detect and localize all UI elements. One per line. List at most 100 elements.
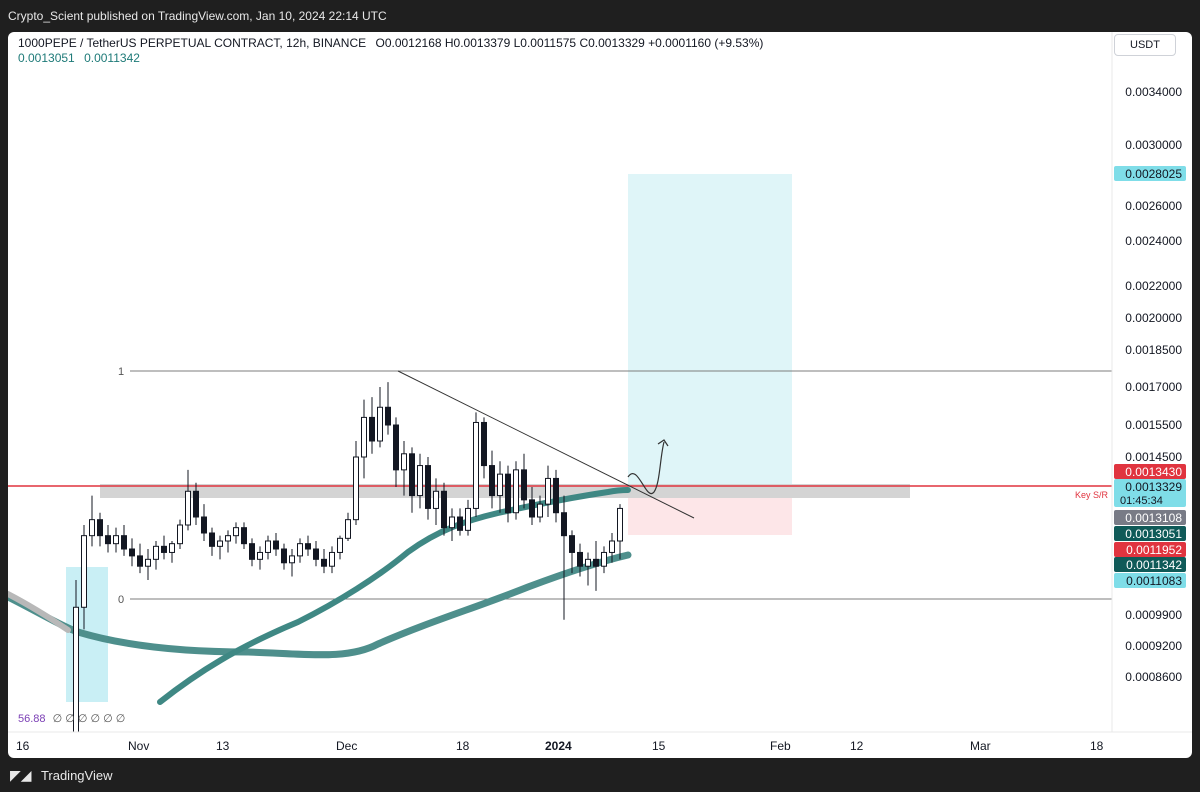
descending-trendline[interactable] bbox=[397, 370, 695, 519]
moving-average-gray-tail[interactable] bbox=[8, 591, 71, 633]
candle-body[interactable] bbox=[233, 527, 239, 537]
candle-body[interactable] bbox=[281, 548, 287, 564]
candle-body[interactable] bbox=[481, 421, 487, 467]
candle-body[interactable] bbox=[457, 516, 463, 531]
candle-body[interactable] bbox=[529, 499, 535, 518]
candle-body[interactable] bbox=[329, 551, 335, 567]
candle-body[interactable] bbox=[489, 465, 495, 497]
price-scale[interactable]: 0.0034000 0.0030000 0.0026000 0.0024000 0.00… bbox=[1125, 85, 1182, 684]
candle-body[interactable] bbox=[609, 540, 615, 553]
candle-body[interactable] bbox=[313, 548, 319, 560]
candle-body[interactable] bbox=[177, 524, 183, 545]
candle-body[interactable] bbox=[249, 543, 255, 560]
moving-average-legend[interactable]: 0.0013051 0.0011342 bbox=[18, 51, 146, 65]
candle-body[interactable] bbox=[361, 416, 367, 458]
price-label-box bbox=[1114, 542, 1186, 557]
price-tick-label: 0.0009200 bbox=[1125, 639, 1182, 653]
candle-body[interactable] bbox=[593, 558, 599, 567]
projection-arrow[interactable] bbox=[627, 441, 665, 495]
candle-body[interactable] bbox=[537, 503, 543, 518]
candle-body[interactable] bbox=[513, 469, 519, 514]
candle-body[interactable] bbox=[337, 537, 343, 553]
candle-body[interactable] bbox=[601, 551, 607, 567]
candle-body[interactable] bbox=[553, 477, 559, 514]
price-chart[interactable]: 1 0 Key S/R 0.00340000.00300000.00260000… bbox=[8, 32, 1192, 758]
price-tick-label: 0.0034000 bbox=[1125, 85, 1182, 99]
candle-body[interactable] bbox=[257, 551, 263, 560]
candle-body[interactable] bbox=[193, 490, 199, 518]
candle-body[interactable] bbox=[401, 453, 407, 471]
candle-body[interactable] bbox=[417, 465, 423, 497]
candles-group[interactable] bbox=[73, 382, 623, 733]
candle-body[interactable] bbox=[497, 473, 503, 497]
candle-body[interactable] bbox=[561, 512, 567, 537]
chart-legend-title[interactable]: 1000PEPE / TetherUS PERPETUAL CONTRACT, … bbox=[18, 36, 763, 50]
candle-body[interactable] bbox=[305, 543, 311, 550]
candle-body[interactable] bbox=[289, 555, 295, 564]
candle-body[interactable] bbox=[449, 516, 455, 529]
candle-body[interactable] bbox=[153, 545, 159, 560]
candle-body[interactable] bbox=[185, 490, 191, 526]
price-tick-label: 0.0017000 bbox=[1125, 380, 1182, 394]
candle-body[interactable] bbox=[225, 535, 231, 542]
candle-body[interactable] bbox=[521, 469, 527, 501]
price-tick-label: 0.0030000 bbox=[1125, 138, 1182, 152]
footer-brand: TradingView bbox=[40, 768, 113, 783]
candle-body[interactable] bbox=[377, 406, 383, 442]
candle-body[interactable] bbox=[393, 424, 399, 471]
candle-body[interactable] bbox=[409, 453, 415, 497]
candle-body[interactable] bbox=[345, 519, 351, 539]
candle-body[interactable] bbox=[617, 507, 623, 542]
candle-body[interactable] bbox=[169, 543, 175, 553]
candle-body[interactable] bbox=[297, 543, 303, 557]
candle-body[interactable] bbox=[81, 535, 87, 608]
candle-body[interactable] bbox=[321, 558, 327, 567]
candle-body[interactable] bbox=[201, 516, 207, 534]
candle-body[interactable] bbox=[353, 456, 359, 521]
indicator-legend[interactable]: 56.88 ∅ ∅ ∅ ∅ ∅ ∅ bbox=[18, 712, 125, 725]
candle-body[interactable] bbox=[161, 545, 167, 553]
currency-button[interactable]: USDT bbox=[1114, 34, 1176, 56]
candle-body[interactable] bbox=[209, 532, 215, 547]
projection-arrowhead[interactable] bbox=[657, 439, 669, 447]
symbol-title[interactable]: 1000PEPE / TetherUS PERPETUAL CONTRACT, … bbox=[18, 36, 367, 50]
candle-body[interactable] bbox=[369, 416, 375, 442]
candle-body[interactable] bbox=[113, 535, 119, 545]
candle-body[interactable] bbox=[273, 540, 279, 550]
price-tick-label: 0.0018500 bbox=[1125, 343, 1182, 357]
candle-body[interactable] bbox=[569, 535, 575, 553]
stop-zone[interactable] bbox=[628, 497, 792, 535]
candle-body[interactable] bbox=[217, 540, 223, 547]
candle-body[interactable] bbox=[105, 535, 111, 545]
time-scale[interactable]: 16 Nov 13 Dec 18 2024 15 Feb 12 Mar 18 bbox=[16, 739, 1104, 753]
candle-body[interactable] bbox=[585, 558, 591, 567]
candle-body[interactable] bbox=[577, 551, 583, 567]
target-zone[interactable] bbox=[628, 174, 792, 497]
candle-body[interactable] bbox=[385, 406, 391, 426]
chart-panel[interactable]: 1 0 Key S/R 0.0034000 0.0030000 0.0026000 0… bbox=[8, 32, 1192, 758]
candle-body[interactable] bbox=[89, 519, 95, 537]
candle-body[interactable] bbox=[145, 558, 151, 567]
candle-body[interactable] bbox=[433, 490, 439, 509]
candle-body[interactable] bbox=[97, 519, 103, 537]
candle-body[interactable] bbox=[137, 555, 143, 567]
moving-average-short[interactable] bbox=[157, 487, 631, 705]
price-label-text: 0.0013108 bbox=[1125, 511, 1182, 525]
price-label-box bbox=[1114, 479, 1186, 507]
candle-body[interactable] bbox=[265, 540, 271, 553]
candle-body[interactable] bbox=[505, 473, 511, 514]
candle-body[interactable] bbox=[441, 490, 447, 529]
publisher-bar: Crypto_Scient published on TradingView.c… bbox=[0, 0, 1200, 32]
candle-body[interactable] bbox=[473, 421, 479, 509]
candle-body[interactable] bbox=[121, 535, 127, 550]
ma-value-1: 0.0013051 bbox=[18, 51, 75, 65]
candle-body[interactable] bbox=[425, 465, 431, 509]
candle-body[interactable] bbox=[545, 477, 551, 505]
price-label-text: 0.0013430 bbox=[1125, 465, 1182, 479]
candle-body[interactable] bbox=[129, 548, 135, 557]
candle-body[interactable] bbox=[241, 527, 247, 545]
price-label-box bbox=[1114, 166, 1186, 181]
candle-body[interactable] bbox=[465, 507, 471, 531]
tradingview-logo-icon: ◤◢ bbox=[10, 767, 32, 783]
